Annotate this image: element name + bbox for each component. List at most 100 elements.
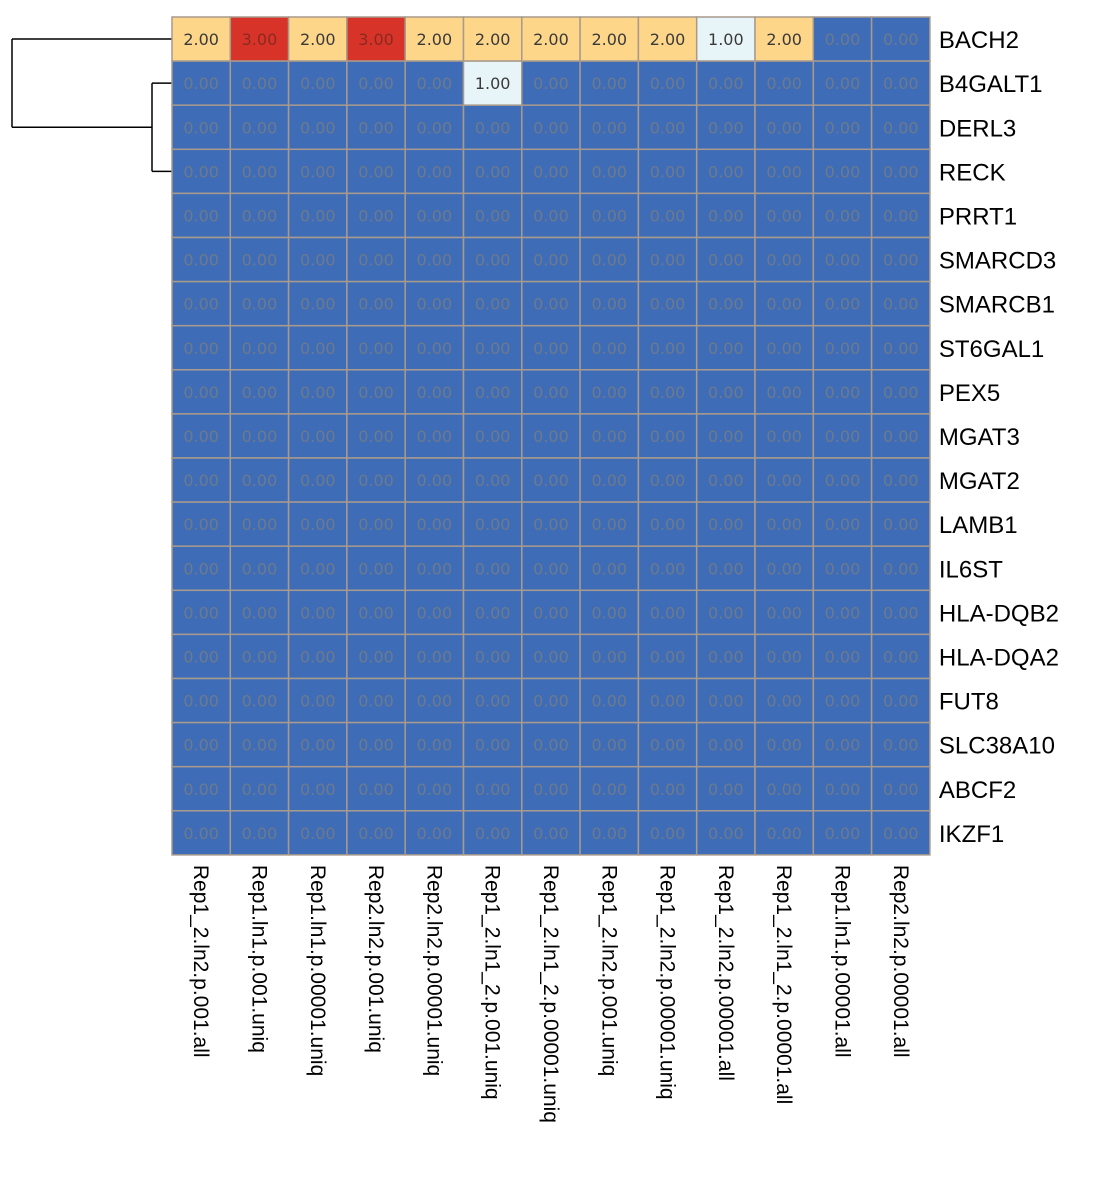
heatmap-cell (462, 369, 523, 415)
cell-value-label: 0.00 (591, 603, 627, 622)
heatmap-cell (695, 16, 756, 62)
cell-value-label: 0.00 (825, 118, 861, 137)
row-label: SMARCD3 (939, 248, 1056, 275)
cell-value-label: 0.00 (650, 206, 686, 225)
cell-value-label: 0.00 (358, 427, 394, 446)
cell-value-label: 0.00 (825, 736, 861, 755)
cell-value-label: 0.00 (475, 647, 511, 666)
heatmap-cell (346, 413, 406, 459)
heatmap-cell (287, 545, 348, 592)
heatmap-cell (229, 677, 290, 724)
cell-value-label: 0.00 (766, 824, 802, 843)
cell-value-label: 0.00 (183, 559, 219, 578)
heatmap-cell (870, 765, 931, 812)
cell-value-label: 3.00 (242, 30, 278, 49)
heatmap-cell (229, 589, 290, 636)
heatmap-cell (287, 589, 348, 636)
heatmap-cell (870, 148, 931, 195)
cell-value-label: 0.00 (591, 295, 627, 314)
cell-value-label: 0.00 (475, 339, 511, 358)
heatmap-cell (171, 413, 232, 459)
cell-value-label: 0.00 (825, 427, 861, 446)
heatmap-cell (870, 545, 931, 592)
cell-value-label: 0.00 (650, 824, 686, 843)
heatmap-cell (462, 721, 523, 768)
heatmap-cell (404, 60, 465, 106)
cell-value-label: 0.00 (358, 74, 394, 93)
cell-value-label: 0.00 (825, 206, 861, 225)
cell-value-label: 0.00 (300, 118, 336, 137)
cell-value-label: 0.00 (650, 692, 686, 711)
cell-value-label: 0.00 (358, 736, 394, 755)
heatmap-cell (579, 810, 640, 856)
cell-value-label: 0.00 (650, 74, 686, 93)
cell-value-label: 2.00 (591, 30, 627, 49)
heatmap-cell (287, 633, 348, 680)
cell-value-label: 0.00 (417, 736, 453, 755)
cell-value-label: 0.00 (591, 206, 627, 225)
cell-value-label: 0.00 (766, 74, 802, 93)
row-label: BACH2 (939, 27, 1019, 54)
heatmap-cell (346, 501, 406, 547)
heatmap-cell (229, 721, 290, 768)
cell-value-label: 0.00 (825, 603, 861, 622)
cell-value-label: 0.00 (650, 471, 686, 490)
cell-value-label: 0.00 (883, 251, 919, 270)
cell-value-label: 0.00 (300, 74, 336, 93)
cell-value-label: 0.00 (358, 824, 394, 843)
heatmap-cell (579, 369, 640, 415)
cell-value-label: 0.00 (300, 162, 336, 181)
heatmap-cell (812, 413, 873, 459)
cell-value-label: 0.00 (183, 471, 219, 490)
cell-value-label: 0.00 (825, 647, 861, 666)
cell-value-label: 0.00 (708, 251, 744, 270)
heatmap-cell (404, 324, 465, 371)
heatmap-cell (462, 810, 523, 856)
heatmap-cell (346, 148, 406, 195)
cell-value-label: 0.00 (183, 206, 219, 225)
cell-value-label: 0.00 (766, 206, 802, 225)
cell-value-label: 0.00 (358, 559, 394, 578)
cell-value-label: 0.00 (242, 74, 278, 93)
heatmap-cell (346, 104, 406, 151)
row-label: PEX5 (939, 380, 1000, 407)
cell-value-label: 0.00 (358, 515, 394, 534)
cell-value-label: 0.00 (358, 383, 394, 402)
heatmap-cell (462, 192, 523, 239)
heatmap-cell (287, 721, 348, 768)
heatmap-cell (404, 633, 465, 680)
heatmap-cell (404, 16, 465, 62)
heatmap-cell (287, 369, 348, 415)
cell-value-label: 0.00 (825, 251, 861, 270)
cell-value-label: 0.00 (475, 824, 511, 843)
cell-value-label: 0.00 (475, 118, 511, 137)
column-label: Rep1_2.ln1_2.p.00001.all (772, 865, 795, 1104)
heatmap-cell (579, 457, 640, 503)
heatmap-cell (229, 104, 290, 151)
cell-value-label: 0.00 (650, 383, 686, 402)
heatmap-cell (171, 236, 232, 283)
heatmap-cell (754, 545, 815, 592)
row-labels: BACH2 B4GALT1 DERL3 RECK PRRT1 SMARCD3 SMARCB1… (939, 27, 1059, 848)
heatmap-cell (754, 633, 815, 680)
cell-value-label: 0.00 (183, 251, 219, 270)
cell-value-label: 0.00 (883, 339, 919, 358)
heatmap-cell (521, 810, 581, 856)
cell-value-label: 0.00 (883, 74, 919, 93)
cell-value-label: 0.00 (417, 692, 453, 711)
heatmap-cell (229, 765, 290, 812)
heatmap-cell (171, 280, 232, 327)
heatmap-cell (462, 589, 523, 636)
heatmap-cell (870, 501, 931, 547)
cell-value-label: 0.00 (591, 471, 627, 490)
cell-value-label: 0.00 (708, 339, 744, 358)
cell-value-label: 0.00 (533, 339, 569, 358)
cell-value-label: 0.00 (417, 647, 453, 666)
cell-value-label: 0.00 (708, 736, 744, 755)
cell-value-label: 0.00 (242, 162, 278, 181)
heatmap-cell (229, 501, 290, 547)
heatmap-cell (637, 677, 698, 724)
cell-value-label: 0.00 (766, 736, 802, 755)
row-label: B4GALT1 (939, 71, 1043, 98)
heatmap-cell (870, 413, 931, 459)
